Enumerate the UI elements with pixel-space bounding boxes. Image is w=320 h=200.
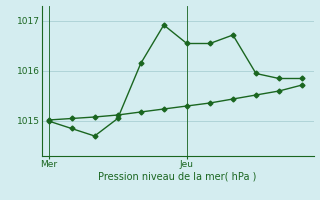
X-axis label: Pression niveau de la mer( hPa ): Pression niveau de la mer( hPa ) [99, 172, 257, 182]
